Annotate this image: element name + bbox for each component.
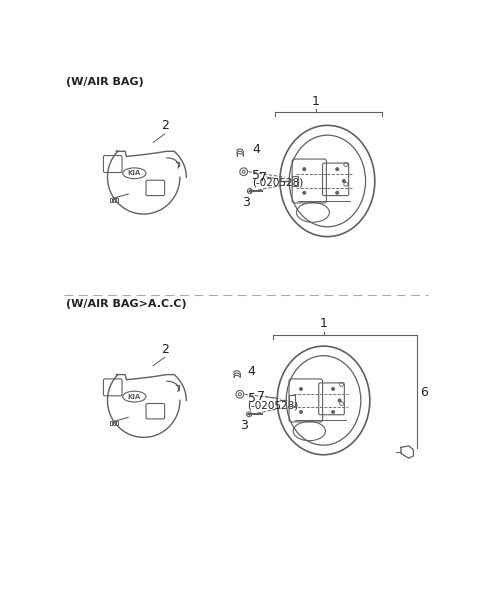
Circle shape (300, 410, 302, 414)
Bar (109, 198, 112, 202)
Text: (W/AIR BAG>A.C.C): (W/AIR BAG>A.C.C) (66, 298, 187, 309)
Bar (113, 198, 115, 202)
Circle shape (342, 179, 346, 183)
Text: KIA: KIA (128, 393, 141, 399)
Text: 6: 6 (420, 386, 428, 399)
Text: 3: 3 (240, 419, 248, 432)
Circle shape (336, 191, 339, 195)
Bar (109, 421, 112, 425)
Bar (116, 421, 118, 425)
Circle shape (300, 387, 302, 390)
Text: 1: 1 (320, 318, 327, 330)
Circle shape (332, 387, 335, 390)
Text: 2: 2 (161, 343, 168, 356)
Text: 7: 7 (257, 390, 265, 403)
Text: 1: 1 (312, 95, 320, 108)
Text: KIA: KIA (128, 170, 141, 176)
Text: 4: 4 (248, 365, 255, 378)
Circle shape (332, 410, 335, 414)
Text: 3: 3 (242, 196, 250, 208)
Bar (116, 198, 118, 202)
Text: 5: 5 (252, 169, 260, 182)
Text: (W/AIR BAG): (W/AIR BAG) (66, 77, 144, 87)
Text: 7: 7 (259, 171, 267, 184)
Bar (292, 176, 298, 186)
Circle shape (303, 168, 306, 171)
Text: 2: 2 (161, 119, 168, 133)
Text: (-020528): (-020528) (248, 400, 299, 410)
Bar (289, 395, 295, 405)
Circle shape (338, 399, 341, 402)
Text: 5: 5 (248, 392, 255, 405)
Text: (-020528): (-020528) (252, 177, 303, 187)
Bar (113, 421, 115, 425)
Text: 4: 4 (252, 143, 260, 156)
Circle shape (336, 168, 339, 171)
Circle shape (303, 191, 306, 195)
